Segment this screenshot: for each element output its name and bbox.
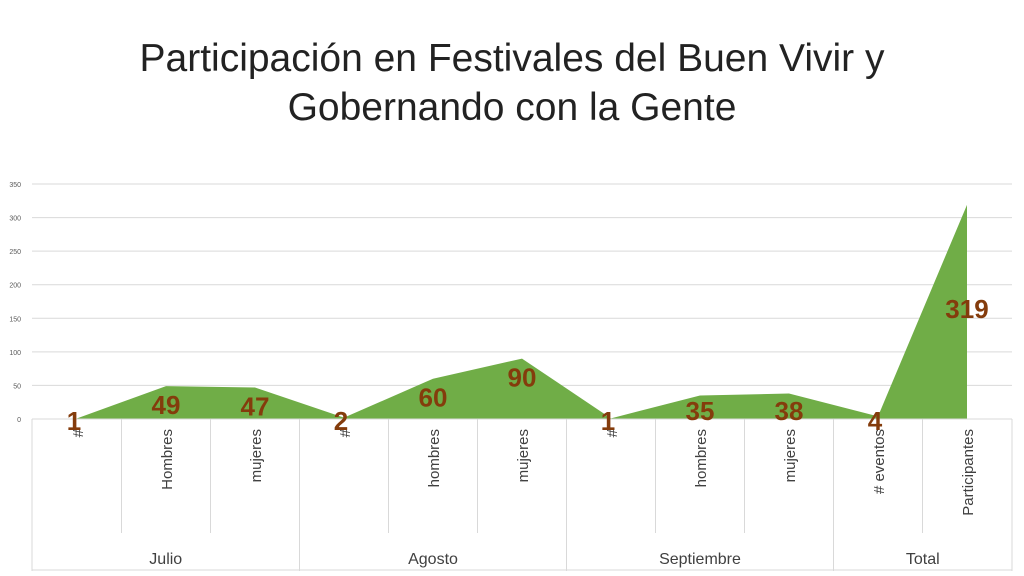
data-label: 38 bbox=[775, 396, 804, 426]
data-label: 1 bbox=[67, 406, 81, 436]
category-label: hombres bbox=[426, 429, 443, 487]
category-label: # bbox=[70, 428, 87, 437]
y-tick-label: 250 bbox=[9, 249, 21, 256]
area-series bbox=[77, 204, 967, 419]
data-label: 319 bbox=[945, 294, 988, 324]
category-label: mujeres bbox=[782, 429, 799, 482]
category-label: Hombres bbox=[159, 429, 176, 490]
group-label: Julio bbox=[149, 551, 182, 568]
data-label: 2 bbox=[334, 406, 348, 436]
title-line-1: Participación en Festivales del Buen Viv… bbox=[139, 37, 885, 80]
data-label: 47 bbox=[241, 391, 270, 421]
data-label: 1 bbox=[601, 406, 615, 436]
y-tick-label: 200 bbox=[9, 283, 21, 290]
category-label: Participantes bbox=[960, 429, 977, 516]
group-label: Total bbox=[906, 551, 940, 568]
data-label: 90 bbox=[508, 363, 537, 393]
group-label: Septiembre bbox=[659, 551, 741, 568]
y-tick-label: 50 bbox=[13, 383, 21, 390]
category-label: # eventos bbox=[871, 429, 888, 494]
y-tick-label: 300 bbox=[9, 216, 21, 223]
y-tick-label: 350 bbox=[9, 182, 21, 189]
slide-title: Participación en Festivales del Buen Viv… bbox=[0, 34, 1024, 132]
y-tick-label: 150 bbox=[9, 316, 21, 323]
category-label: mujeres bbox=[515, 429, 532, 482]
y-tick-label: 100 bbox=[9, 350, 21, 357]
category-label: hombres bbox=[693, 429, 710, 487]
data-label: 4 bbox=[868, 406, 883, 436]
data-label: 49 bbox=[152, 390, 181, 420]
category-label: # bbox=[337, 428, 354, 437]
category-label: mujeres bbox=[248, 429, 265, 482]
title-line-2: Gobernando con la Gente bbox=[287, 86, 737, 129]
data-label: 35 bbox=[686, 396, 715, 426]
group-label: Agosto bbox=[408, 551, 458, 568]
y-tick-label: 0 bbox=[17, 417, 21, 424]
category-label: # bbox=[604, 428, 621, 437]
data-label: 60 bbox=[419, 383, 448, 413]
